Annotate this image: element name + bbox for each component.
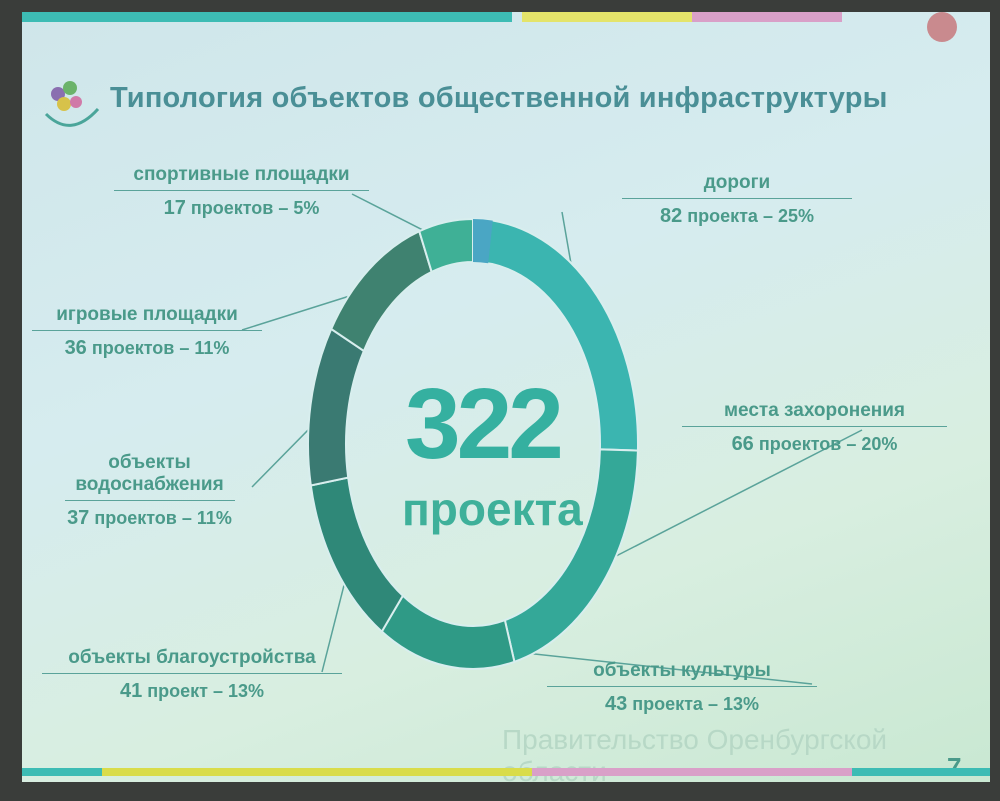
donut-slice bbox=[380, 594, 516, 670]
bottom-bar-teal bbox=[22, 768, 102, 776]
bottom-bar-teal-2 bbox=[852, 768, 990, 776]
leader-line bbox=[586, 429, 863, 572]
label-burial: места захоронения 66 проектов – 20% bbox=[682, 400, 947, 456]
total-unit: проекта bbox=[402, 483, 583, 535]
top-bar-teal bbox=[22, 12, 512, 22]
top-bar-pink bbox=[692, 12, 842, 22]
label-culture: объекты культуры 43 проекта – 13% bbox=[547, 660, 817, 716]
logo-icon bbox=[44, 81, 100, 127]
donut-slice bbox=[329, 229, 433, 353]
donut-slice bbox=[309, 476, 405, 634]
total-value: 322 bbox=[405, 368, 564, 480]
donut-slice bbox=[307, 327, 366, 487]
slide: Типология объектов общественной инфрастр… bbox=[22, 12, 990, 787]
label-playgrounds: игровые площадки 36 проектов – 11% bbox=[32, 304, 262, 360]
footer-text: Правительство Оренбургской области bbox=[502, 724, 888, 787]
donut-slice-accent bbox=[473, 219, 493, 264]
donut-chart bbox=[241, 193, 863, 685]
label-improvement: объекты благоустройства 41 проект – 13% bbox=[42, 647, 342, 703]
decor-dot bbox=[927, 12, 957, 42]
bottom-bar-yellow bbox=[102, 768, 532, 776]
bottom-bar-pink bbox=[532, 768, 852, 776]
label-sports: спортивные площадки 17 проектов – 5% bbox=[114, 164, 369, 220]
slide-title: Типология объектов общественной инфрастр… bbox=[110, 82, 888, 114]
label-water: объекты водоснабжения 37 проектов – 11% bbox=[22, 452, 277, 530]
top-bar-yellow bbox=[522, 12, 692, 22]
label-roads: дороги 82 проекта – 25% bbox=[622, 172, 852, 228]
